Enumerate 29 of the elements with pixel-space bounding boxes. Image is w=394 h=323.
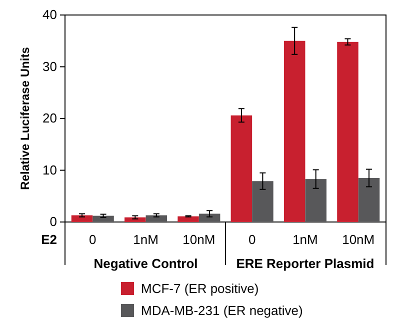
bar <box>284 40 306 222</box>
bar <box>92 216 114 222</box>
x-tick-label: 1nM <box>292 232 318 247</box>
x-tick-label: 0 <box>248 232 256 247</box>
bar <box>71 215 93 222</box>
bar <box>198 214 220 222</box>
y-tick-label: 40 <box>42 7 57 22</box>
y-tick-label: 10 <box>42 162 57 178</box>
x-tick-label: 0 <box>89 232 96 247</box>
bar <box>358 178 380 222</box>
bar <box>146 215 168 222</box>
y-tick-label: 0 <box>50 214 57 230</box>
y-tick-label: 20 <box>42 110 57 126</box>
legend-label: MCF-7 (ER positive) <box>141 281 259 296</box>
legend-label: MDA-MB-231 (ER negative) <box>141 303 303 318</box>
x-tick-label: 10nM <box>182 232 216 247</box>
bar <box>124 217 146 222</box>
bar <box>230 115 252 222</box>
y-axis-title: Relative Luciferase Units <box>18 46 32 190</box>
bar <box>305 179 326 222</box>
text: ERE Reporter Plasmid <box>236 256 374 271</box>
bar <box>337 42 358 222</box>
x-tick-label: 1nM <box>133 232 158 247</box>
x-axis-title: E2 <box>41 232 57 247</box>
bar <box>252 181 274 222</box>
bar <box>178 216 199 222</box>
x-tick-label: 10nM <box>342 232 375 247</box>
y-tick-label: 30 <box>42 58 57 74</box>
text: Negative Control <box>94 256 198 271</box>
